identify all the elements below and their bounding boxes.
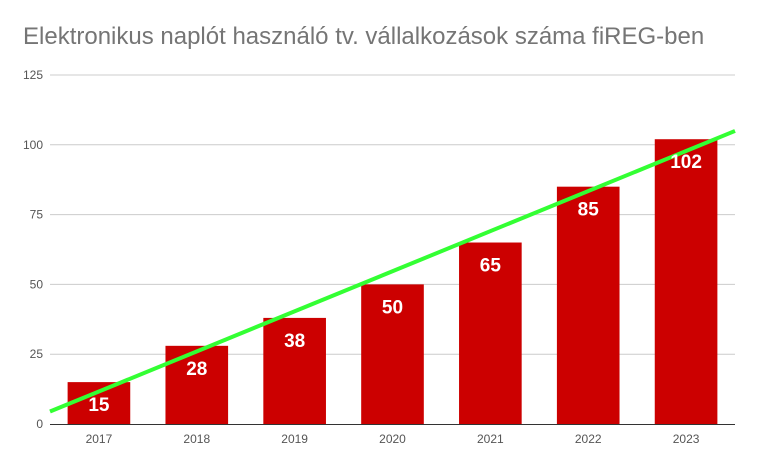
bar-2017 <box>67 382 131 424</box>
bar-2019 <box>263 317 326 424</box>
bar-2021 <box>459 242 522 424</box>
y-tick-label: 0 <box>36 417 43 431</box>
chart-title: Elektronikus naplót használó tv. vállalk… <box>23 23 705 50</box>
data-label-2020: 50 <box>382 297 403 318</box>
trendline <box>49 129 736 414</box>
x-tick-label-2023: 2023 <box>673 432 700 446</box>
trendline-layer <box>49 129 736 414</box>
x-axis-ticks: 2017 2018 2019 2020 2021 2022 2023 <box>86 432 700 446</box>
bar-2020 <box>361 284 424 424</box>
x-tick-label-2020: 2020 <box>379 432 406 446</box>
data-label-2021: 65 <box>480 256 502 277</box>
data-label-2017: 15 <box>88 395 110 416</box>
y-tick-label: 125 <box>23 68 43 82</box>
y-axis-ticks: 0 25 50 75 100 125 <box>23 68 43 431</box>
y-tick-label: 25 <box>30 347 44 361</box>
bar-2022 <box>556 186 620 424</box>
bar-2018 <box>165 345 229 424</box>
y-tick-label: 75 <box>30 208 44 222</box>
bar-2023 <box>654 139 718 424</box>
data-labels: 15 28 38 50 65 85 102 <box>88 152 702 416</box>
y-tick-label: 100 <box>23 138 43 152</box>
x-tick-label-2018: 2018 <box>183 432 210 446</box>
data-label-2018: 28 <box>186 359 207 380</box>
bars <box>67 139 718 424</box>
x-tick-label-2022: 2022 <box>575 432 602 446</box>
x-tick-label-2019: 2019 <box>281 432 308 446</box>
data-label-2023: 102 <box>670 152 702 173</box>
data-label-2022: 85 <box>578 200 600 221</box>
x-tick-label-2017: 2017 <box>86 432 113 446</box>
x-tick-label-2021: 2021 <box>477 432 504 446</box>
y-tick-label: 50 <box>30 277 44 291</box>
data-label-2019: 38 <box>284 331 305 352</box>
